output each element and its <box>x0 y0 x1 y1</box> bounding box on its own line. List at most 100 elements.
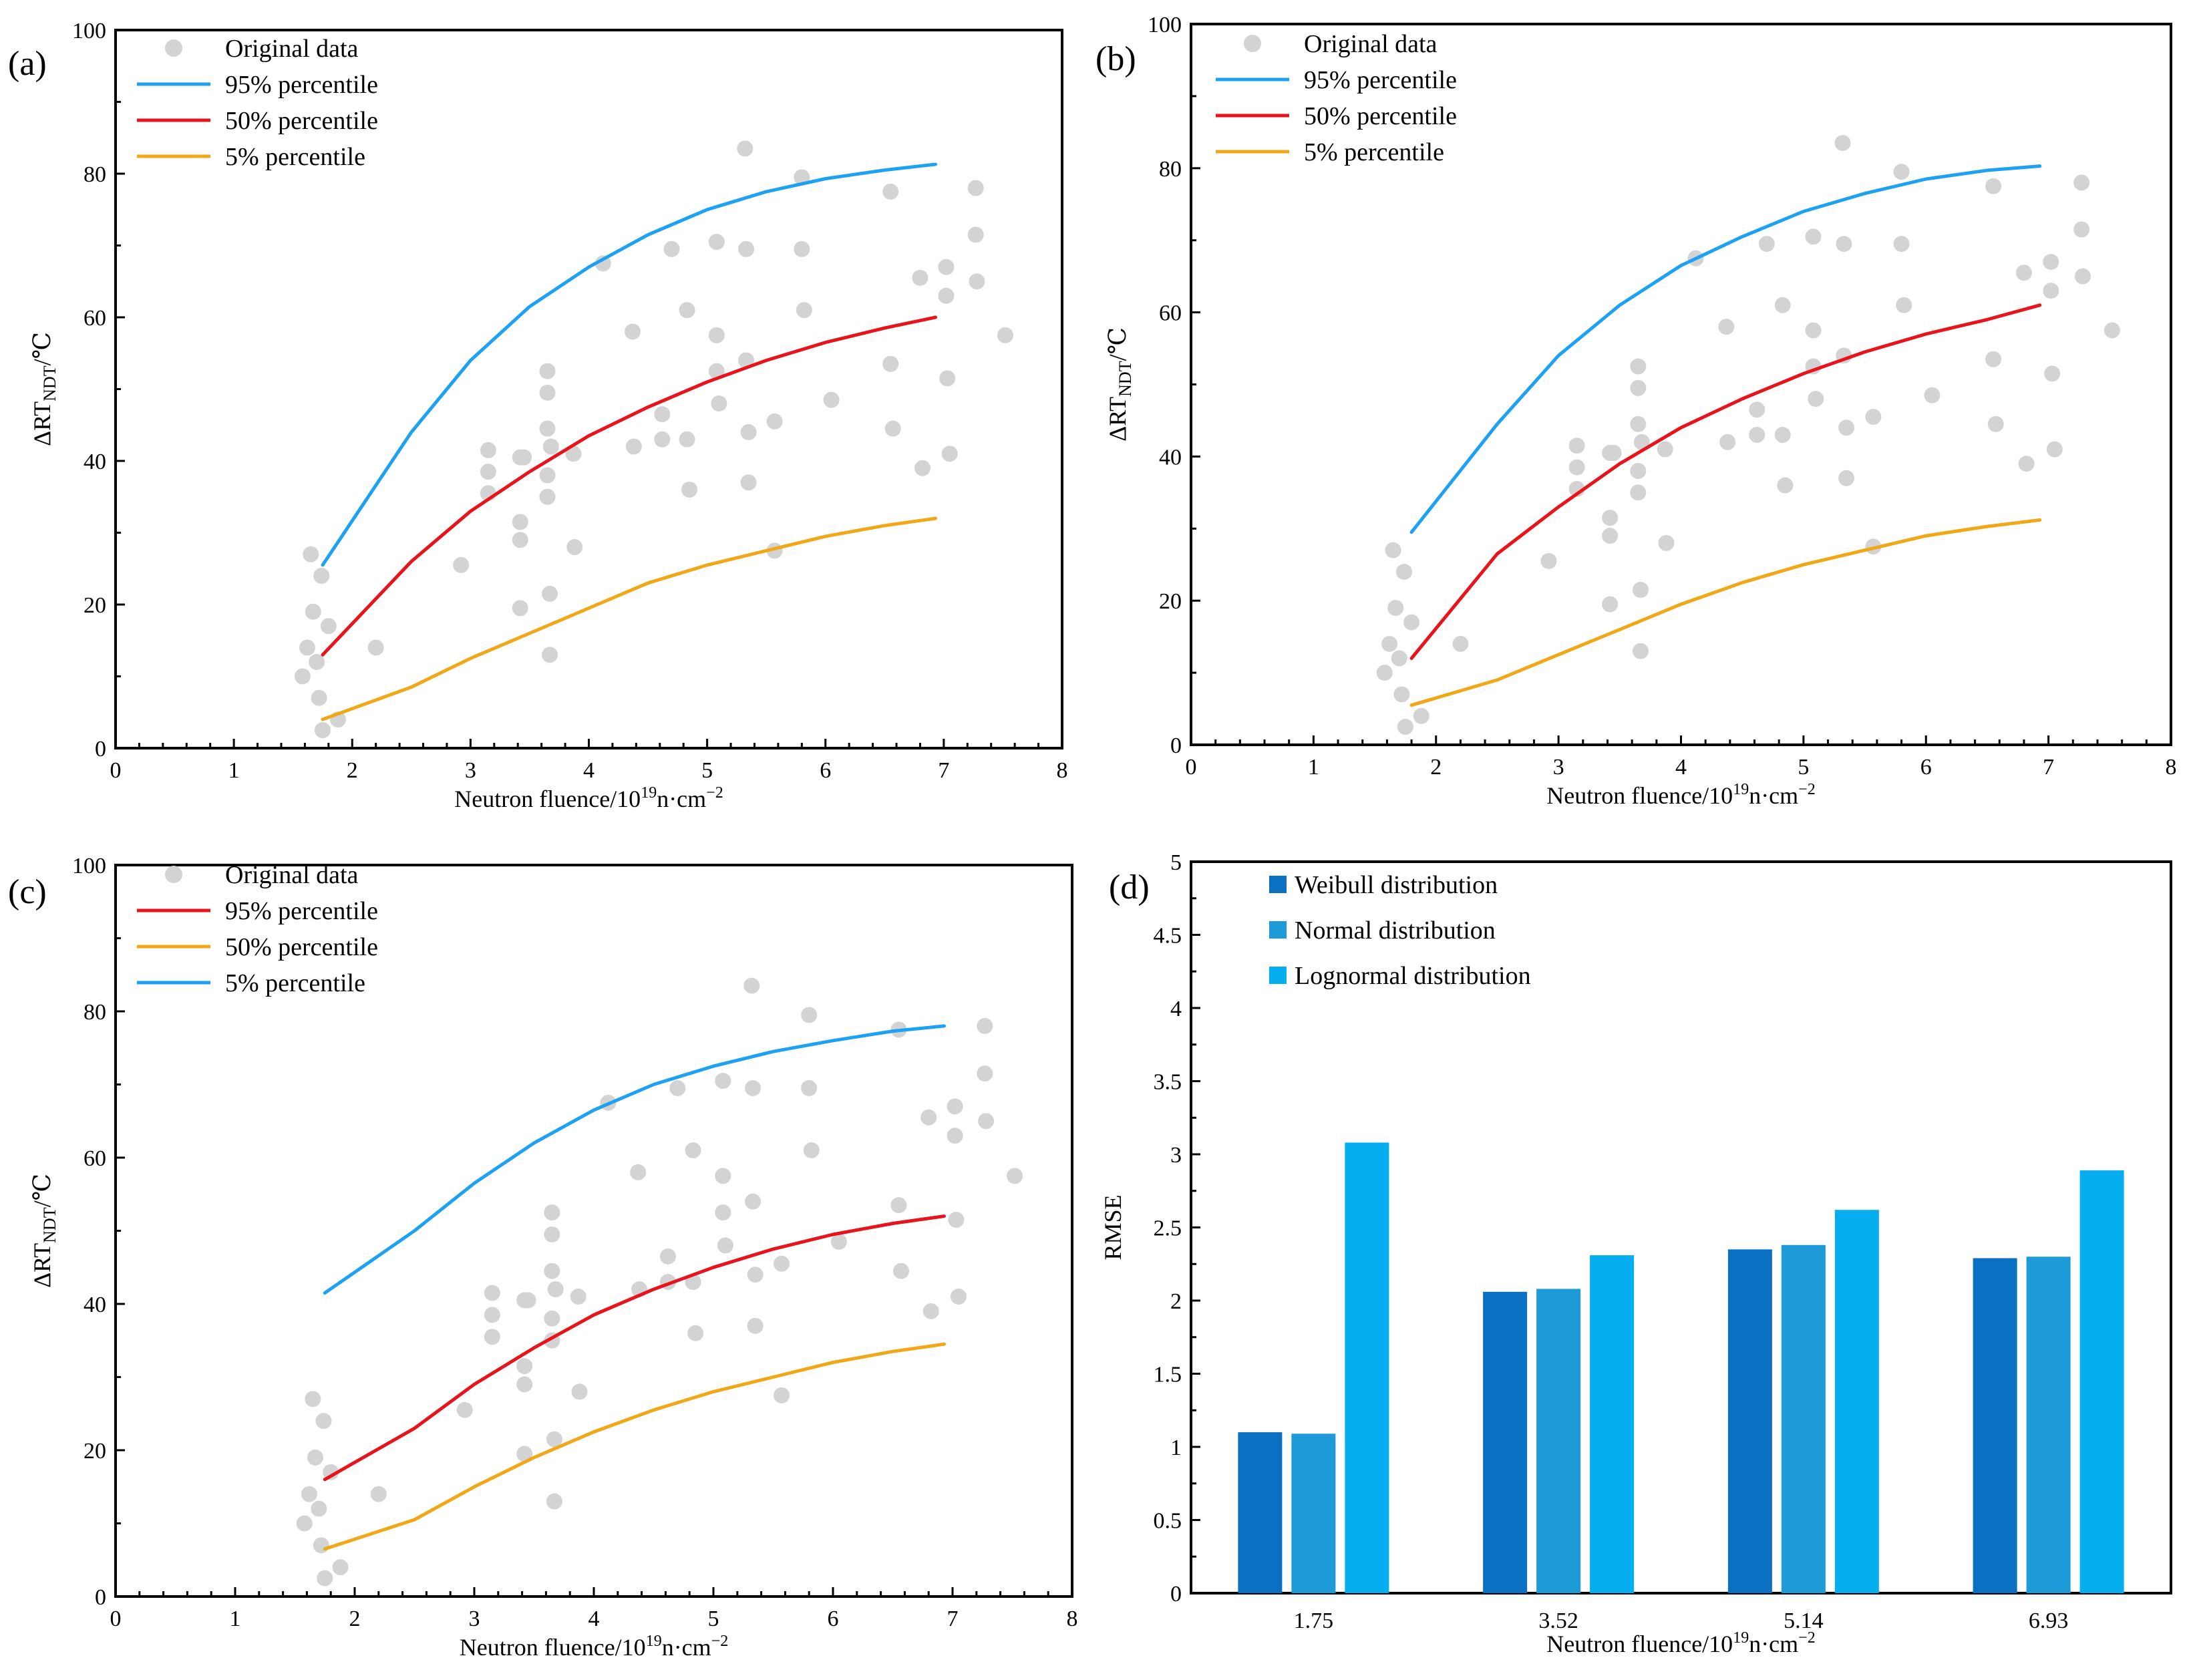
data-point <box>679 302 695 319</box>
data-point <box>305 1391 321 1407</box>
data-point <box>456 1401 473 1418</box>
x-tick-label: 0 <box>110 758 122 783</box>
bar-normal-distribution-6.93 <box>2026 1256 2071 1593</box>
data-point <box>571 1383 588 1400</box>
y-tick-label: 20 <box>83 593 106 618</box>
x-axis-title-main: Neutron fluence/10 <box>460 1634 646 1661</box>
data-point <box>516 1376 533 1393</box>
y-tick-label: 60 <box>1159 301 1182 326</box>
y-tick-label: 60 <box>83 306 106 331</box>
data-point <box>939 370 956 387</box>
y-tick-label: 60 <box>83 1146 106 1171</box>
curve-5-percentile <box>321 516 937 721</box>
data-point <box>1893 236 1910 253</box>
data-point <box>1393 686 1410 703</box>
data-point <box>938 259 955 275</box>
y-tick-label: 4 <box>1170 997 1182 1021</box>
panel-label: (d) <box>1109 868 1150 906</box>
y-tick-label: 5 <box>1170 850 1182 875</box>
panel-label: (b) <box>1096 40 1136 78</box>
data-point <box>715 1073 731 1089</box>
y-tick-label: 80 <box>83 1000 106 1025</box>
data-point <box>893 1263 910 1279</box>
data-point <box>2044 365 2061 382</box>
data-point <box>796 302 812 319</box>
data-point <box>1605 445 1622 462</box>
x-category-label: 3.52 <box>1538 1609 1578 1633</box>
y-axis-title-main: ΔRT <box>29 1243 55 1288</box>
data-point <box>542 585 558 602</box>
data-point <box>315 1413 332 1430</box>
y-axis-title: ΔRTNDT/℃ <box>29 332 59 446</box>
data-point <box>1633 434 1650 450</box>
data-point <box>539 420 556 437</box>
data-point <box>920 1109 937 1126</box>
data-point <box>947 1098 963 1115</box>
data-point <box>303 546 319 562</box>
data-point <box>1396 564 1413 580</box>
data-point <box>938 287 955 304</box>
data-point <box>516 1446 533 1462</box>
x-category-label: 5.14 <box>1784 1609 1824 1633</box>
data-point <box>542 438 559 455</box>
data-point <box>1985 178 2002 194</box>
y-tick-label: 100 <box>1148 13 1182 37</box>
y-tick-label: 40 <box>83 1293 106 1317</box>
bar-normal-distribution-1.75 <box>1291 1434 1336 1593</box>
data-point <box>823 391 840 408</box>
legend-swatch <box>1269 876 1287 893</box>
bar-weibull-distribution-5.14 <box>1727 1249 1772 1593</box>
x-tick-label: 1 <box>228 758 240 783</box>
data-point <box>1774 427 1791 444</box>
data-point <box>1774 297 1791 313</box>
data-point <box>708 234 725 250</box>
bar-lognormal-distribution-6.93 <box>2079 1170 2124 1593</box>
data-point <box>1719 434 1736 450</box>
data-point <box>1391 650 1407 667</box>
data-point <box>922 1303 939 1319</box>
data-point <box>654 406 671 423</box>
data-point <box>1413 707 1429 724</box>
data-point <box>687 1325 704 1341</box>
data-point <box>2103 322 2120 339</box>
data-point <box>544 1204 560 1221</box>
y-tick-label: 3.5 <box>1154 1070 1182 1095</box>
x-tick-label: 4 <box>588 1607 600 1631</box>
data-point <box>520 1292 536 1309</box>
curve-95-percentile <box>323 1214 946 1482</box>
bar-lognormal-distribution-5.14 <box>1834 1210 1879 1593</box>
data-point <box>794 240 810 257</box>
data-point <box>977 1017 993 1034</box>
data-point <box>766 413 783 430</box>
data-point <box>745 1193 762 1210</box>
data-point <box>882 183 899 200</box>
legend-label: 50% percentile <box>1304 102 1457 130</box>
data-point <box>1777 477 1794 494</box>
data-point <box>2046 441 2063 458</box>
data-point <box>323 1464 339 1480</box>
data-point <box>1805 228 1822 245</box>
data-point <box>1658 534 1675 551</box>
data-point <box>745 1079 762 1096</box>
data-point <box>1630 358 1647 375</box>
data-point <box>2018 456 2035 472</box>
data-point <box>1602 510 1619 526</box>
y-tick-label: 20 <box>1159 589 1182 614</box>
x-tick-label: 1 <box>1308 755 1319 780</box>
data-point <box>516 1358 533 1375</box>
data-point <box>708 327 725 343</box>
legend-label: Normal distribution <box>1295 916 1496 945</box>
data-point <box>681 482 698 498</box>
data-point <box>1381 635 1398 652</box>
y-tick-label: 100 <box>72 19 106 43</box>
y-axis-title-unit: /℃ <box>29 332 55 365</box>
data-point <box>1540 552 1557 569</box>
data-point <box>884 420 901 437</box>
x-tick-label: 6 <box>828 1607 839 1631</box>
data-point <box>570 1289 586 1305</box>
data-point <box>2074 268 2091 285</box>
bar-lognormal-distribution-1.75 <box>1345 1142 1389 1593</box>
data-point <box>480 464 496 480</box>
legend-label: 5% percentile <box>225 969 365 997</box>
